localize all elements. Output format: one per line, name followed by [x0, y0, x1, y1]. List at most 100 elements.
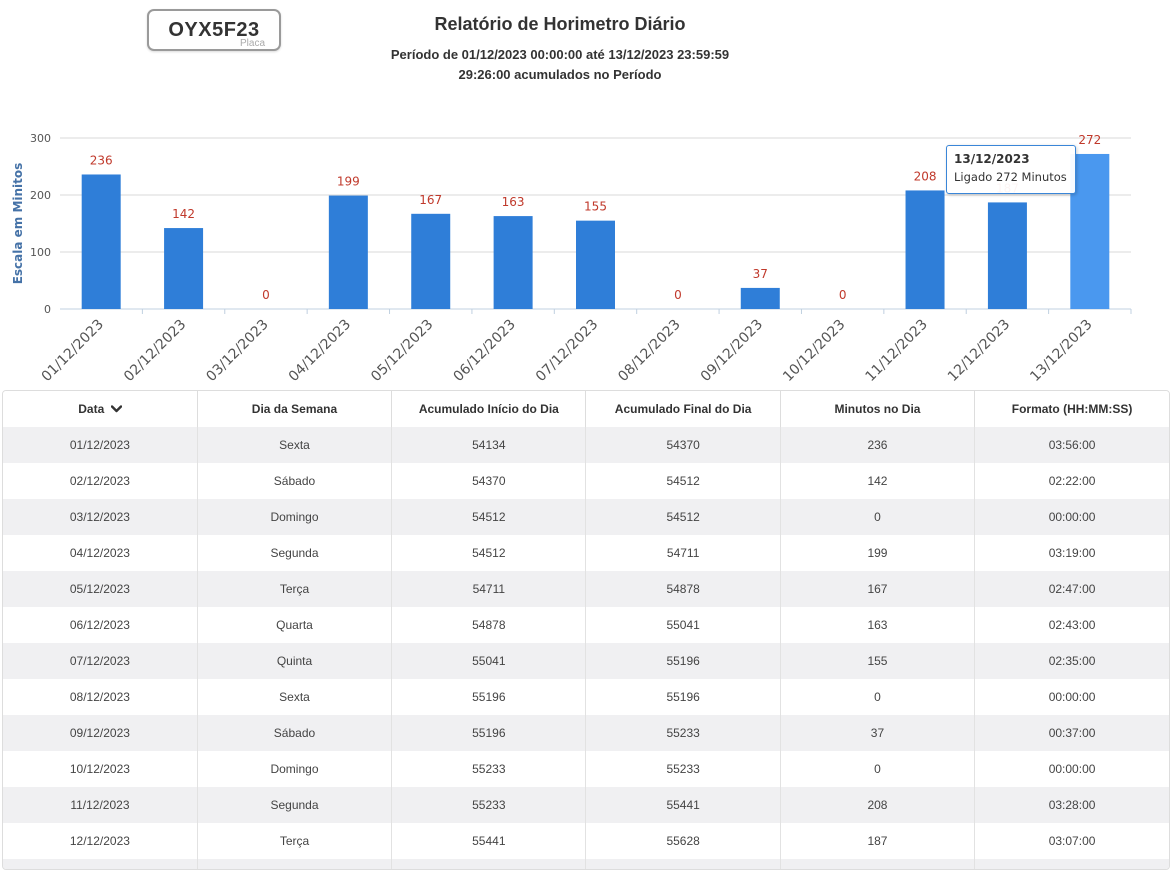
- cell-weekday: Terça: [197, 823, 393, 859]
- cell-date: 08/12/2023: [3, 679, 198, 715]
- cell-weekday: Sábado: [197, 715, 393, 751]
- chart-tooltip: 13/12/2023 Ligado 272 Minutos: [946, 145, 1076, 194]
- cell-format: 00:00:00: [974, 499, 1169, 535]
- cell-start: 54711: [391, 571, 587, 607]
- cell-end: 55441: [585, 787, 781, 823]
- y-tick-label: 0: [44, 303, 51, 316]
- x-tick-label: 11/12/2023: [862, 317, 930, 385]
- bar-data-label: 155: [584, 200, 607, 214]
- cell-weekday: Segunda: [197, 535, 393, 571]
- cell-format: 00:00:00: [974, 679, 1169, 715]
- cell-weekday: Quarta: [197, 607, 393, 643]
- x-tick-label: 08/12/2023: [615, 317, 683, 385]
- table-row: 06/12/2023 Quarta 54878 55041 163 02:43:00: [3, 607, 1169, 643]
- cell-format: 02:22:00: [974, 463, 1169, 499]
- cell-end: 54512: [585, 463, 781, 499]
- bar: [493, 216, 533, 309]
- bar-data-label: 0: [674, 288, 682, 302]
- bar-data-label: 0: [839, 288, 847, 302]
- cell-weekday: Domingo: [197, 499, 393, 535]
- cell-end: 54878: [585, 571, 781, 607]
- cell-weekday: Quarta: [197, 859, 393, 869]
- bar: [740, 287, 780, 309]
- chevron-down-icon[interactable]: [110, 402, 122, 416]
- cell-weekday: Segunda: [197, 787, 393, 823]
- cell-end: 55233: [585, 715, 781, 751]
- bar-data-label: 236: [90, 153, 113, 167]
- chart-svg: 0 100 200 300 Escala em Minitos 236 01/12/2023…: [11, 132, 1132, 385]
- cell-minutes: 236: [780, 427, 976, 463]
- bar: [576, 220, 615, 309]
- bar-data-label: 37: [753, 267, 768, 281]
- table-row: 13/12/2023Quarta556285590027204:32:00: [3, 859, 1169, 869]
- cell-date: 09/12/2023: [3, 715, 198, 751]
- cell-weekday: Sexta: [197, 427, 393, 463]
- table-row: 10/12/2023 Domingo 55233 55233 0 00:00:00: [3, 751, 1169, 787]
- x-tick-label: 01/12/2023: [39, 317, 107, 385]
- cell-weekday: Domingo: [197, 751, 393, 787]
- cell-weekday: Sexta: [197, 679, 393, 715]
- cell-date: 06/12/2023: [3, 607, 198, 643]
- column-header-start[interactable]: Acumulado Início do Dia: [391, 391, 587, 427]
- column-header-end[interactable]: Acumulado Final do Dia: [585, 391, 781, 427]
- plate-number: OYX5F23: [168, 19, 260, 41]
- cell-date: 03/12/2023: [3, 499, 198, 535]
- cell-format: 03:28:00: [974, 787, 1169, 823]
- table-row: 01/12/2023 Sexta 54134 54370 236 03:56:00: [3, 427, 1169, 463]
- cell-date: 02/12/2023: [3, 463, 198, 499]
- cell-weekday: Terça: [197, 571, 393, 607]
- cell-format: 00:37:00: [974, 715, 1169, 751]
- cell-start: 55233: [391, 751, 587, 787]
- x-tick-label: 03/12/2023: [203, 317, 271, 385]
- table-row: 08/12/2023 Sexta 55196 55196 0 00:00:00: [3, 679, 1169, 715]
- cell-weekday: Sábado: [197, 463, 393, 499]
- cell-minutes: 187: [780, 823, 976, 859]
- column-header-format[interactable]: Formato (HH:MM:SS): [974, 391, 1169, 427]
- y-tick-label: 200: [30, 189, 51, 202]
- plate-box: OYX5F23 Placa: [147, 9, 281, 51]
- report-period: Período de 01/12/2023 00:00:00 até 13/12…: [390, 47, 730, 62]
- bar: [987, 202, 1027, 309]
- bar-data-label: 0: [262, 288, 270, 302]
- cell-start: 54512: [391, 499, 587, 535]
- cell-weekday: Quinta: [197, 643, 393, 679]
- report-table: Data Dia da Semana Acumulado Início do D…: [2, 390, 1170, 870]
- table-row: 09/12/2023 Sábado 55196 55233 37 00:37:00: [3, 715, 1169, 751]
- cell-start: 54134: [391, 427, 587, 463]
- cell-minutes: 0: [780, 751, 976, 787]
- cell-format: 03:07:00: [974, 823, 1169, 859]
- cell-minutes: 208: [780, 787, 976, 823]
- cell-end: 55196: [585, 643, 781, 679]
- y-axis-title: Escala em Minitos: [11, 163, 25, 285]
- report-title: Relatório de Horimetro Diário: [434, 14, 686, 34]
- cell-end: 54512: [585, 499, 781, 535]
- cell-date: 01/12/2023: [3, 427, 198, 463]
- y-tick-label: 100: [30, 246, 51, 259]
- cell-start: 54512: [391, 535, 587, 571]
- cell-format: 04:32:00: [974, 859, 1169, 869]
- cell-end: 55628: [585, 823, 781, 859]
- cell-date: 10/12/2023: [3, 751, 198, 787]
- table-row: 05/12/2023 Terça 54711 54878 167 02:47:00: [3, 571, 1169, 607]
- cell-minutes: 0: [780, 679, 976, 715]
- cell-minutes: 163: [780, 607, 976, 643]
- plate-label: Placa: [239, 38, 265, 49]
- cell-date: 13/12/2023: [3, 859, 198, 869]
- cell-format: 03:56:00: [974, 427, 1169, 463]
- tooltip-line: Ligado 272 Minutos: [954, 170, 1067, 184]
- cell-date: 04/12/2023: [3, 535, 198, 571]
- bar-data-label: 208: [914, 169, 937, 183]
- column-header-data[interactable]: Data: [3, 391, 198, 427]
- x-tick-label: 05/12/2023: [368, 317, 436, 385]
- cell-format: 02:43:00: [974, 607, 1169, 643]
- bar: [81, 174, 121, 309]
- table-row: 04/12/2023 Segunda 54512 54711 199 03:19:00: [3, 535, 1169, 571]
- x-tick-label: 09/12/2023: [698, 317, 766, 385]
- x-tick-label: 13/12/2023: [1027, 317, 1095, 385]
- cell-start: 55196: [391, 715, 587, 751]
- cell-minutes: 142: [780, 463, 976, 499]
- x-tick-label: 04/12/2023: [286, 317, 354, 385]
- column-header-minutes[interactable]: Minutos no Dia: [780, 391, 976, 427]
- column-header-weekday[interactable]: Dia da Semana: [197, 391, 393, 427]
- bar: [905, 190, 945, 309]
